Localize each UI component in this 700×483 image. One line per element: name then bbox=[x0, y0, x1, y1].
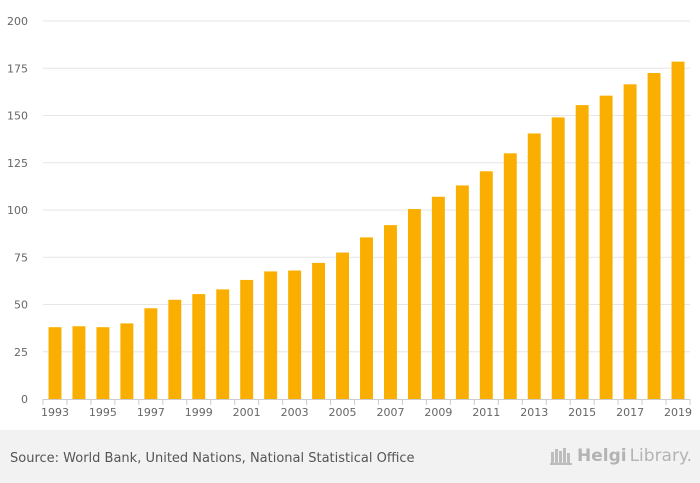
x-tick-label: 1999 bbox=[185, 406, 213, 419]
x-tick-label: 1997 bbox=[137, 406, 165, 419]
bar bbox=[216, 289, 230, 399]
y-tick-label: 175 bbox=[7, 62, 28, 75]
source-note: Source: World Bank, United Nations, Nati… bbox=[10, 451, 415, 466]
y-tick-label: 100 bbox=[7, 204, 28, 217]
x-tick-label: 1993 bbox=[41, 406, 69, 419]
x-tick-label: 2011 bbox=[472, 406, 500, 419]
x-tick-label: 2005 bbox=[329, 406, 357, 419]
bar bbox=[72, 326, 86, 399]
bar bbox=[144, 308, 158, 399]
bar bbox=[360, 237, 373, 399]
bar bbox=[647, 72, 661, 399]
bar bbox=[192, 294, 206, 399]
bar-chart: 0 25 50 75 100 125 150 175 200 1993 1995 1997 1999 20… bbox=[7, 15, 692, 419]
brand-logo: Helgi Library. bbox=[549, 446, 692, 466]
x-tick-label: 2003 bbox=[281, 406, 309, 419]
x-tick-label: 1995 bbox=[89, 406, 117, 419]
brand-name-bold: Helgi bbox=[576, 446, 627, 466]
bar bbox=[623, 84, 637, 399]
y-tick-label: 50 bbox=[14, 299, 28, 312]
y-tick-label: 125 bbox=[7, 157, 28, 170]
bar bbox=[551, 117, 565, 399]
bar bbox=[407, 209, 421, 399]
x-tick-label: 2013 bbox=[520, 406, 548, 419]
y-tick-label: 75 bbox=[14, 251, 28, 264]
bar bbox=[671, 61, 685, 399]
footer bbox=[0, 430, 700, 483]
x-tick-label: 2017 bbox=[616, 406, 644, 419]
x-tick-label: 2009 bbox=[424, 406, 452, 419]
x-tick-label: 2019 bbox=[664, 406, 692, 419]
bar bbox=[48, 327, 62, 399]
y-tick-label: 0 bbox=[21, 393, 28, 406]
bar bbox=[168, 299, 182, 399]
bar bbox=[96, 327, 110, 399]
library-icon bbox=[549, 448, 572, 465]
bar bbox=[383, 225, 397, 399]
bar bbox=[288, 270, 302, 399]
bar bbox=[575, 105, 589, 399]
y-tick-label: 25 bbox=[14, 346, 28, 359]
bar bbox=[264, 271, 278, 399]
bar bbox=[336, 252, 350, 399]
brand-name-light: Library. bbox=[629, 446, 692, 466]
x-tick-label: 2001 bbox=[233, 406, 261, 419]
bar bbox=[312, 262, 326, 399]
bar bbox=[240, 279, 254, 399]
y-tick-label: 150 bbox=[7, 110, 28, 123]
x-tick-label: 2007 bbox=[376, 406, 404, 419]
bar bbox=[527, 133, 541, 399]
bar bbox=[599, 95, 613, 399]
bar bbox=[431, 196, 445, 399]
bar bbox=[503, 153, 517, 399]
y-tick-label: 200 bbox=[7, 15, 28, 28]
bar bbox=[455, 185, 469, 399]
x-tick-label: 2015 bbox=[568, 406, 596, 419]
bar bbox=[120, 323, 134, 399]
bar bbox=[479, 171, 493, 399]
